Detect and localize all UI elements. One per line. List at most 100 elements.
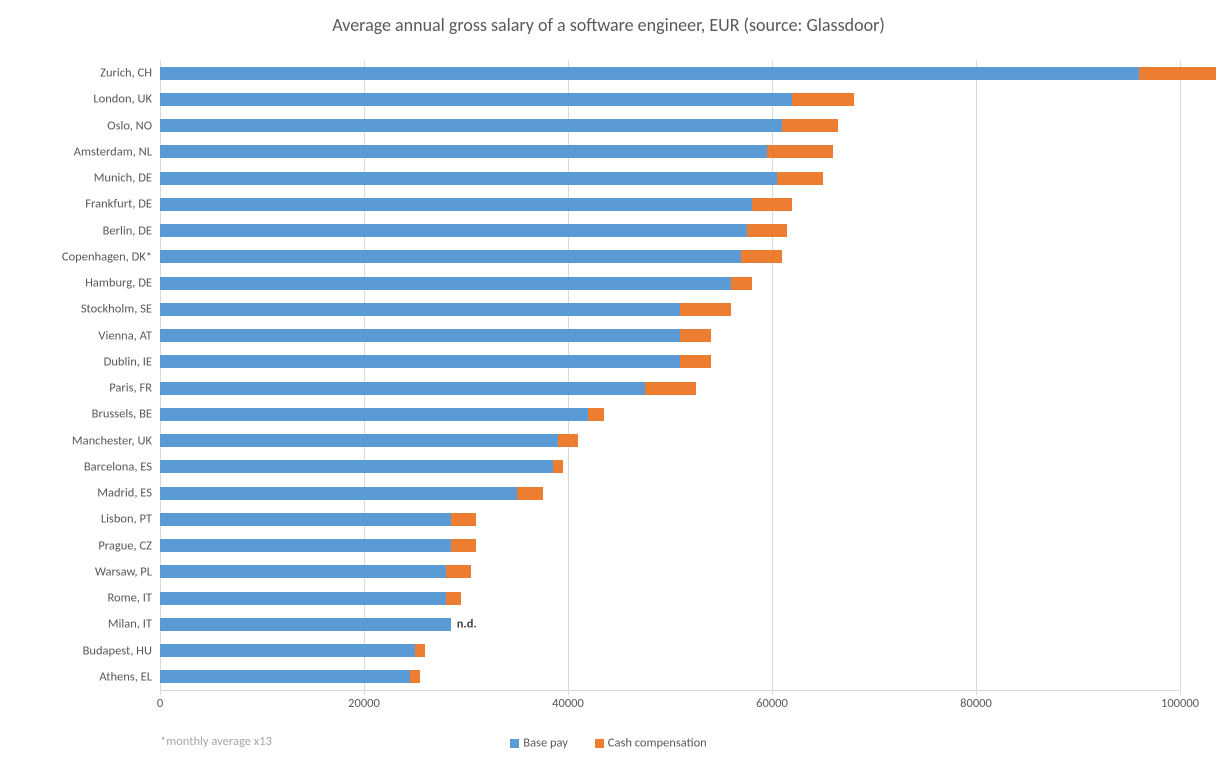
bar-row [160,67,1180,80]
bar-segment-cash [782,119,838,132]
legend-item-cash: Cash compensation [595,735,707,751]
bar-segment-base [160,618,451,631]
bar-segment-base [160,565,446,578]
y-axis-label: Berlin, DE [103,223,152,238]
bar-row [160,539,1180,552]
y-axis-label: Vienna, AT [98,328,152,343]
x-tick-mark [160,690,161,695]
x-tick-mark [976,690,977,695]
bar-row [160,277,1180,290]
y-axis-label: Copenhagen, DK* [62,249,152,264]
bar-segment-cash [680,355,711,368]
bar-segment-cash [792,93,853,106]
bar-row [160,644,1180,657]
x-tick-mark [1180,690,1181,695]
bar-segment-base [160,539,451,552]
chart-container: Average annual gross salary of a softwar… [0,0,1217,761]
x-tick-label: 100000 [1161,696,1199,711]
bar-segment-base [160,250,741,263]
bar-segment-base [160,644,415,657]
bar-row [160,434,1180,447]
bar-segment-cash [415,644,425,657]
bar-segment-base [160,303,680,316]
bar-segment-cash [446,565,472,578]
y-axis-label: Frankfurt, DE [85,197,152,212]
x-tick-label: 0 [157,696,163,711]
x-tick-label: 80000 [960,696,992,711]
y-axis-label: Zurich, CH [100,66,152,81]
bar-segment-base [160,408,588,421]
bar-segment-cash [1139,67,1216,80]
bar-segment-cash [517,487,543,500]
bar-segment-cash [553,460,563,473]
bar-row [160,513,1180,526]
chart-title: Average annual gross salary of a softwar… [0,0,1217,36]
y-axis-label: Munich, DE [94,171,152,186]
bar-segment-base [160,67,1139,80]
bar-segment-cash [588,408,603,421]
bar-segment-cash [777,172,823,185]
y-axis-label: Athens, EL [99,669,152,684]
gridline [1180,60,1181,690]
y-axis-label: Budapest, HU [83,643,152,658]
bar-row: n.d. [160,618,1180,631]
y-axis-label: Oslo, NO [107,118,152,133]
legend-label-cash: Cash compensation [608,736,707,751]
x-tick-mark [772,690,773,695]
bar-segment-base [160,93,792,106]
bar-row [160,670,1180,683]
x-tick-label: 40000 [552,696,584,711]
bar-row [160,198,1180,211]
bar-segment-cash [741,250,782,263]
y-axis-label: Milan, IT [108,617,152,632]
legend: Base pay Cash compensation [0,735,1217,751]
y-axis-label: Rome, IT [107,591,152,606]
legend-swatch-base [510,739,519,748]
y-axis-label: Prague, CZ [98,538,152,553]
bar-segment-base [160,145,767,158]
bar-row [160,145,1180,158]
legend-label-base: Base pay [523,736,568,751]
legend-swatch-cash [595,739,604,748]
bar-row [160,303,1180,316]
bar-row [160,250,1180,263]
y-axis-label: Hamburg, DE [85,276,152,291]
bar-segment-cash [451,539,477,552]
x-tick-label: 20000 [348,696,380,711]
bar-segment-base [160,460,553,473]
x-tick-mark [568,690,569,695]
bar-segment-base [160,172,777,185]
bar-segment-cash [767,145,833,158]
note-label: n.d. [457,617,477,632]
bar-segment-cash [680,303,731,316]
bar-row [160,487,1180,500]
bar-segment-base [160,355,680,368]
bar-segment-base [160,198,752,211]
bar-row [160,172,1180,185]
bar-segment-cash [680,329,711,342]
bar-segment-base [160,382,645,395]
bar-row [160,355,1180,368]
y-axis-label: Madrid, ES [97,486,152,501]
plot-area: Zurich, CHLondon, UKOslo, NOAmsterdam, N… [160,60,1180,690]
bar-row [160,224,1180,237]
bar-segment-base [160,592,446,605]
bar-row [160,460,1180,473]
bar-row [160,565,1180,578]
legend-item-base: Base pay [510,735,568,751]
y-axis-label: Barcelona, ES [84,459,152,474]
y-axis-label: Paris, FR [109,381,152,396]
y-axis-label: Manchester, UK [72,433,152,448]
bar-segment-base [160,670,410,683]
y-axis-label: Dublin, IE [104,354,152,369]
bar-segment-base [160,487,517,500]
bar-segment-cash [410,670,420,683]
bar-row [160,119,1180,132]
y-axis-label: London, UK [93,92,152,107]
bar-segment-base [160,513,451,526]
bar-segment-cash [645,382,696,395]
y-axis-label: Stockholm, SE [81,302,152,317]
bar-segment-cash [558,434,578,447]
x-tick-mark [364,690,365,695]
y-axis-label: Warsaw, PL [95,564,152,579]
